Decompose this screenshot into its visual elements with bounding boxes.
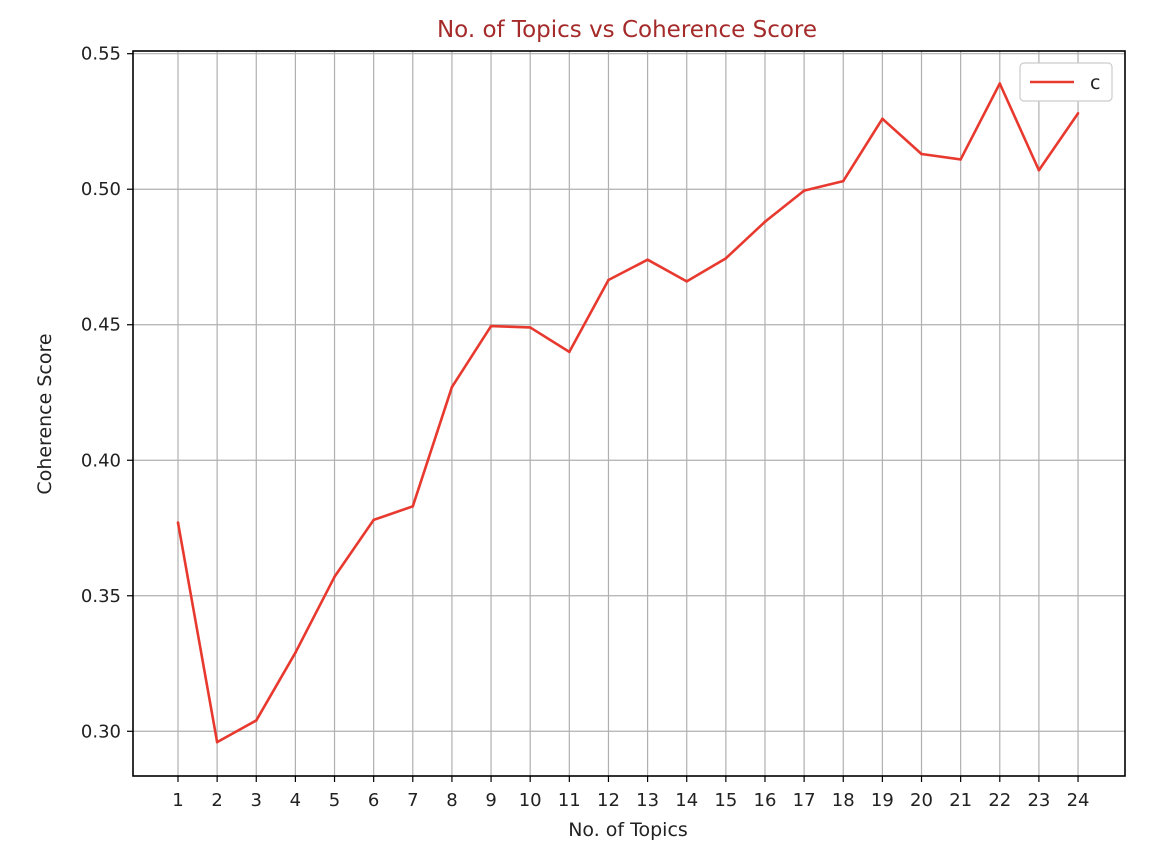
data-point (1076, 112, 1080, 115)
y-tick-label: 0.40 (81, 450, 121, 471)
y-tick-label: 0.30 (81, 721, 121, 742)
x-tick-label: 4 (290, 790, 301, 811)
data-point (881, 117, 884, 121)
data-point (294, 651, 297, 654)
data-point (724, 257, 728, 260)
x-tick-label: 19 (871, 790, 894, 811)
x-tick-label: 3 (251, 790, 262, 811)
grid (133, 51, 1125, 776)
x-tick-label: 22 (988, 790, 1011, 811)
data-point (333, 575, 336, 579)
x-tick-label: 20 (910, 790, 933, 811)
x-tick-label: 14 (675, 790, 698, 811)
data-point (998, 82, 1002, 85)
plot-frame (132, 50, 1126, 777)
x-tick-label: 15 (714, 790, 737, 811)
y-tick-label: 0.35 (81, 586, 121, 607)
data-point (646, 258, 649, 261)
y-axis-label: Coherence Score (34, 333, 56, 494)
x-tick-label: 10 (519, 790, 542, 811)
data-point (920, 152, 923, 156)
x-tick-label: 9 (485, 790, 496, 811)
data-point (685, 280, 689, 283)
chart-title: No. of Topics vs Coherence Score (437, 17, 817, 43)
y-tick-label: 0.50 (81, 179, 121, 200)
x-ticks: 1 2 3 4 5 6 7 8 9 10 11 12 13 14 15 16 17 18 19 20 21 22 23 24 (172, 776, 1089, 811)
data-point (254, 719, 258, 722)
x-tick-label: 12 (597, 790, 620, 811)
y-tick-label: 0.55 (81, 44, 121, 65)
data-point (763, 220, 767, 224)
x-tick-label: 18 (832, 790, 855, 811)
data-point (841, 179, 845, 183)
data-point (802, 189, 806, 192)
x-tick-label: 21 (949, 790, 972, 811)
x-tick-label: 8 (446, 790, 457, 811)
data-point (372, 518, 375, 522)
data-point (489, 324, 493, 328)
x-tick-label: 13 (636, 790, 659, 811)
legend-label-c: c (1090, 72, 1100, 94)
x-tick-label: 17 (793, 790, 816, 811)
y-tick-label: 0.45 (81, 315, 121, 336)
series-layer (176, 82, 1080, 744)
legend: c (1019, 62, 1113, 102)
data-point (959, 158, 962, 161)
x-tick-label: 6 (368, 790, 379, 811)
data-point (450, 385, 454, 389)
x-tick-label: 7 (407, 790, 418, 811)
x-tick-label: 24 (1067, 790, 1090, 811)
data-point (568, 350, 571, 354)
y-ticks: 0.30 0.35 0.40 0.45 0.50 0.55 (81, 44, 133, 742)
x-tick-label: 11 (558, 790, 581, 811)
x-tick-label: 5 (329, 790, 340, 811)
data-point (528, 326, 532, 329)
x-tick-label: 2 (211, 790, 222, 811)
x-tick-label: 1 (172, 790, 183, 811)
data-point (215, 740, 219, 744)
x-tick-label: 23 (1027, 790, 1050, 811)
x-tick-label: 16 (754, 790, 777, 811)
data-point (1037, 168, 1041, 172)
series-line-c (176, 82, 1080, 744)
data-point (607, 278, 610, 282)
x-axis-label: No. of Topics (568, 819, 688, 841)
data-point (411, 505, 415, 508)
data-point (176, 521, 180, 524)
